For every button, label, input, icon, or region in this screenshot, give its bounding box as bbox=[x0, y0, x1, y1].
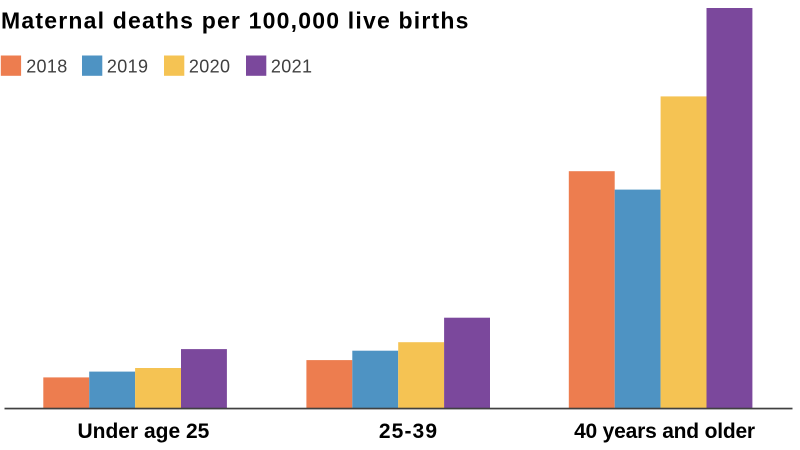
svg-text:2018: 2018 bbox=[26, 57, 67, 77]
svg-text:Under age 25: Under age 25 bbox=[77, 420, 209, 443]
svg-text:Maternal deaths per 100,000 li: Maternal deaths per 100,000 live births bbox=[1, 8, 470, 34]
svg-text:2019: 2019 bbox=[107, 57, 148, 77]
svg-text:25-39: 25-39 bbox=[379, 420, 438, 443]
svg-text:40 years and older: 40 years and older bbox=[574, 420, 755, 443]
svg-text:2021: 2021 bbox=[271, 57, 312, 77]
svg-text:2020: 2020 bbox=[189, 57, 230, 77]
